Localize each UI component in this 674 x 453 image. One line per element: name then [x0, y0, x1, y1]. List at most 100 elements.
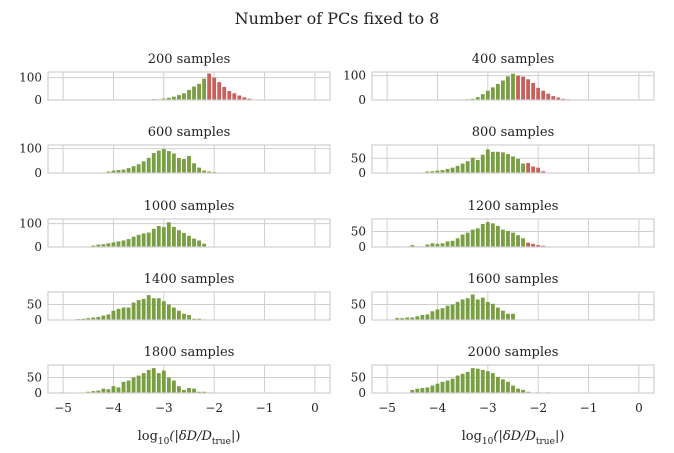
plot-frame: [47, 144, 331, 174]
histogram-bar: [531, 82, 536, 100]
histogram-bar: [506, 230, 510, 247]
histogram-bar: [171, 380, 176, 393]
histogram-bar: [400, 318, 405, 320]
histogram-bar: [490, 151, 495, 173]
histogram-bar: [485, 149, 490, 173]
histogram-bar: [516, 75, 520, 100]
histogram-bar: [182, 313, 186, 320]
histogram-bar: [440, 243, 445, 247]
histogram-bar: [116, 308, 121, 320]
y-tick-label: 0: [34, 240, 42, 254]
histogram-bar: [202, 78, 207, 100]
y-tick-label: 50: [351, 224, 366, 238]
y-tick-label: 0: [358, 386, 366, 400]
histogram-bar: [146, 369, 151, 393]
histogram-bar: [425, 387, 430, 393]
histogram-bar: [425, 171, 430, 173]
xlabel-log: log: [138, 429, 158, 444]
x-tick-label: −2: [529, 401, 547, 415]
histogram-bar: [470, 294, 475, 320]
histogram-bar: [485, 301, 490, 320]
histogram-bar: [470, 229, 475, 247]
plot-frame: [47, 291, 331, 321]
y-tick-label: 50: [27, 297, 42, 311]
histogram-bar: [455, 375, 460, 393]
histogram-bar: [177, 310, 181, 320]
histogram-bar: [561, 98, 566, 100]
histogram-bar: [455, 238, 460, 247]
histogram-bar: [541, 245, 546, 247]
y-tick-label: 100: [19, 217, 42, 231]
y-tick-label: 0: [34, 166, 42, 180]
histogram-bar: [445, 168, 450, 173]
histogram-bar: [111, 310, 116, 320]
histogram-bar: [161, 301, 166, 320]
y-tick-label: 100: [19, 71, 42, 85]
histogram-bar: [116, 387, 121, 393]
subplot-title: 200 samples: [148, 52, 231, 67]
histogram-bar: [415, 388, 420, 393]
histogram-bar: [531, 243, 536, 247]
histogram-bar: [460, 234, 465, 247]
histogram-bar: [506, 76, 510, 100]
histogram-bar: [556, 97, 561, 100]
histogram-bar: [182, 233, 186, 247]
histogram-bar: [177, 230, 181, 247]
histogram-bar: [470, 368, 475, 393]
histogram-bar: [192, 163, 196, 173]
histogram-bar: [146, 157, 151, 173]
x-tick-label: −5: [378, 401, 396, 415]
y-tick-label: 50: [27, 370, 42, 384]
plot-frame: [47, 218, 331, 248]
subplot-8: 1600 samples 0 50: [351, 272, 655, 327]
histogram-bar: [96, 390, 101, 393]
histogram-bar: [516, 235, 520, 247]
x-axis-labels: log10(|δD/Dtrue|) log10(|δD/Dtrue|): [138, 429, 565, 447]
y-tick-label: 50: [351, 370, 366, 384]
histogram-bar: [141, 161, 146, 173]
y-tick-label: 0: [358, 313, 366, 327]
histogram-bar: [506, 313, 510, 320]
plot-frame: [47, 364, 331, 394]
x-tick-label: −5: [54, 401, 72, 415]
histogram-bar: [501, 229, 505, 247]
histogram-bar: [420, 315, 425, 320]
histogram-bar: [121, 307, 126, 320]
histogram-bar: [420, 388, 425, 393]
histogram-bar: [450, 378, 455, 393]
histogram-bar: [480, 154, 485, 173]
histogram-bar: [197, 391, 201, 393]
histogram-bar: [161, 227, 166, 247]
histogram-bar: [475, 160, 480, 173]
histogram-bar: [187, 155, 191, 173]
histogram-bar: [136, 300, 141, 320]
histogram-bar: [435, 309, 440, 320]
subplot-title: 1600 samples: [468, 272, 559, 287]
plot-frame: [371, 144, 655, 174]
histogram-bar: [465, 371, 470, 393]
histogram-bar: [106, 389, 111, 393]
histogram-bar: [480, 369, 485, 393]
y-tick-label: 50: [351, 297, 366, 311]
histogram-bar: [126, 168, 131, 173]
histogram-bar: [475, 299, 480, 320]
histogram-bar: [536, 245, 541, 247]
histogram-bars: [395, 294, 515, 320]
xlabel-sub-true: true: [536, 437, 555, 447]
subplot-title: 1000 samples: [144, 199, 235, 214]
subplot-title: 400 samples: [472, 52, 555, 67]
y-tick-label: 100: [19, 142, 42, 156]
histogram-bar: [475, 228, 480, 247]
xlabel-ratio: (|δD/D: [493, 429, 536, 444]
subplot-10: 2000 samples 0 50 −5 −4 −3 −2 −1 0: [351, 345, 655, 415]
histogram-bar: [445, 380, 450, 393]
histogram-bar: [526, 391, 531, 393]
histogram-bar: [490, 373, 495, 393]
histogram-bar: [531, 166, 536, 173]
histogram-bar: [425, 314, 430, 320]
histogram-bar: [126, 239, 131, 247]
histogram-bar: [541, 171, 546, 173]
histogram-bar: [405, 317, 410, 320]
xlabel-log: log: [462, 429, 482, 444]
histogram-bar: [480, 223, 485, 247]
